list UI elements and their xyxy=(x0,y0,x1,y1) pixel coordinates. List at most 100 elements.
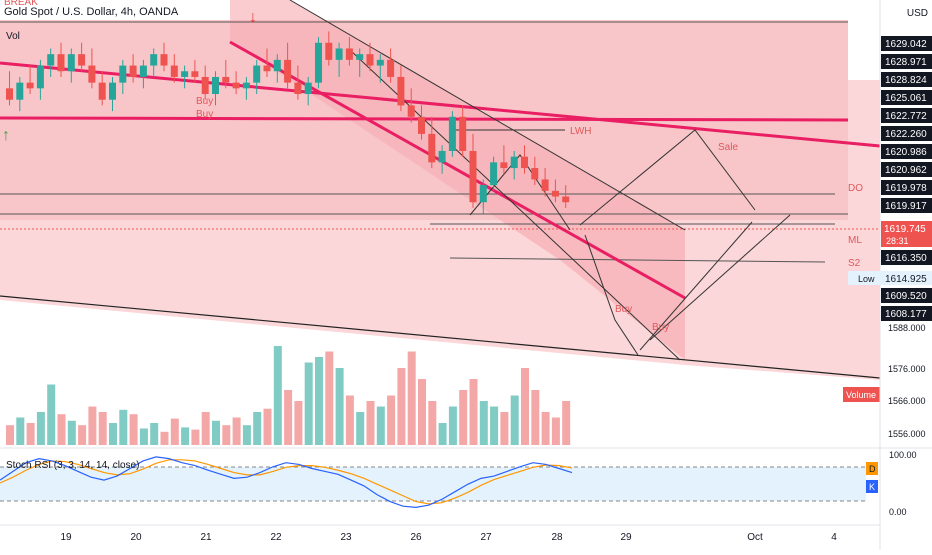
candle-body xyxy=(345,48,353,60)
volume-bar xyxy=(273,346,282,445)
time-axis-label: 26 xyxy=(410,532,422,543)
label-do: DO xyxy=(848,183,863,194)
candle-body xyxy=(407,105,415,117)
candle-body xyxy=(325,42,333,60)
volume-bar xyxy=(335,368,344,445)
label-buy-small-1: Buy xyxy=(196,96,213,107)
time-axis-label: 19 xyxy=(60,532,72,543)
price-label-bg xyxy=(881,198,932,213)
volume-bar xyxy=(222,425,231,445)
price-label: 1622.772 xyxy=(885,111,927,122)
time-axis[interactable]: 19 20 21 22 23 26 27 28 29 Oct 4 xyxy=(60,532,837,543)
candle-body xyxy=(57,54,65,72)
time-axis-label: 27 xyxy=(480,532,492,543)
channel-upper-line xyxy=(289,0,686,231)
candle-body xyxy=(88,65,96,83)
stoch-d-line xyxy=(0,459,573,505)
volume-bar xyxy=(356,412,365,445)
price-label: 1629.042 xyxy=(885,39,927,50)
candle-body xyxy=(438,150,446,163)
volume-bar xyxy=(109,423,117,445)
price-tick: 1556.000 xyxy=(888,429,926,439)
candle-body xyxy=(222,76,230,83)
time-axis-label: 29 xyxy=(620,532,632,543)
time-axis-label: 28 xyxy=(551,532,563,543)
time-axis-label: Oct xyxy=(747,532,763,543)
channel-lower-line xyxy=(0,295,881,379)
candle-body xyxy=(294,82,302,95)
price-tick: 1588.000 xyxy=(888,323,926,333)
volume-bar xyxy=(294,401,303,445)
volume-bar xyxy=(139,428,148,445)
candle-body xyxy=(191,71,199,77)
candles xyxy=(6,31,570,214)
candle-body xyxy=(139,65,147,77)
candle-body xyxy=(366,54,374,66)
volume-bar xyxy=(500,412,509,445)
candle-body xyxy=(397,76,405,106)
candle-body xyxy=(98,82,106,100)
candle-body xyxy=(212,76,219,95)
volume-bar xyxy=(304,362,313,445)
price-label-bg xyxy=(881,54,932,69)
volume-bar xyxy=(191,429,200,445)
time-axis-label: 22 xyxy=(270,532,282,543)
volume-bar xyxy=(263,408,272,445)
down-arrow-icon: ↓ xyxy=(249,9,257,26)
volume-bar xyxy=(376,406,385,445)
candle-body xyxy=(109,82,116,100)
label-s2: S2 xyxy=(848,258,861,269)
volume-bar xyxy=(160,431,169,445)
price-label: 1616.350 xyxy=(885,253,927,264)
volume-bar xyxy=(242,425,251,445)
volume-bar xyxy=(119,409,128,445)
low-tag-label: Low xyxy=(858,274,875,284)
price-axis[interactable]: 1629.042 1628.971 1628.824 1625.061 1622.772… xyxy=(881,36,932,321)
candle-body xyxy=(304,82,312,95)
volume-bar xyxy=(428,401,437,445)
volume-bar xyxy=(551,417,560,445)
candle-body xyxy=(242,82,250,89)
label-buy-2: Buy xyxy=(652,322,669,333)
candle-body xyxy=(479,185,487,203)
volume-bar xyxy=(459,390,468,445)
candle-body xyxy=(78,54,86,66)
price-tick: 1576.000 xyxy=(888,364,926,374)
price-label-bg xyxy=(881,90,932,105)
volume-bar xyxy=(57,414,66,445)
volume-bar xyxy=(150,423,159,445)
price-label: 1619.978 xyxy=(885,183,927,194)
volume-bar xyxy=(490,406,499,445)
candle-body xyxy=(160,54,168,66)
volume-bar xyxy=(98,412,107,445)
stoch-k-line xyxy=(0,456,573,508)
candle-body xyxy=(315,42,322,83)
candle-body xyxy=(201,76,209,95)
time-axis-label: 20 xyxy=(130,532,142,543)
volume-bar xyxy=(541,412,550,445)
volume-bar xyxy=(129,414,138,445)
volume-bar xyxy=(418,379,426,445)
volume-label: Vol xyxy=(6,31,20,42)
price-label: 1628.971 xyxy=(885,57,927,68)
candle-body xyxy=(16,82,24,100)
volume-tag-bg xyxy=(843,387,880,402)
volume-bar xyxy=(448,406,457,445)
price-label-bg xyxy=(881,180,932,195)
volume-bar xyxy=(325,351,334,445)
volume-bar xyxy=(67,420,76,445)
candle-body xyxy=(469,150,477,203)
up-arrow-icon: ↑ xyxy=(2,127,10,144)
stoch-d-tag: D xyxy=(869,464,876,474)
volume-tag: Volume xyxy=(846,390,876,400)
volume-bar xyxy=(253,412,262,445)
stoch-scale-top: 100.00 xyxy=(889,450,917,460)
label-ml: ML xyxy=(848,235,862,246)
volume-bar xyxy=(284,390,293,445)
price-label-bg xyxy=(881,306,932,321)
volume-bar xyxy=(387,395,396,445)
candle-body xyxy=(47,54,55,66)
candle-body xyxy=(253,65,261,83)
